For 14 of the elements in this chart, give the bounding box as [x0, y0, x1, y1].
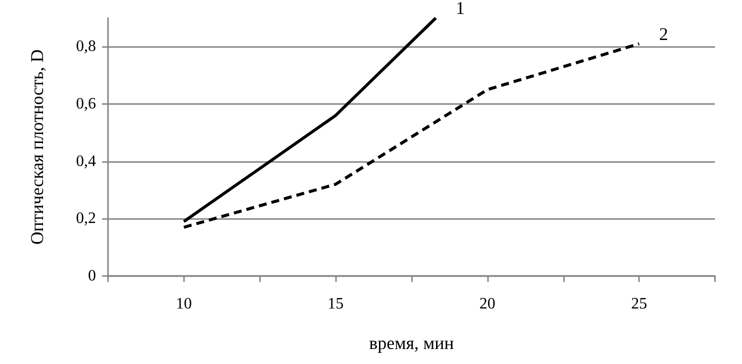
x-tick-label: 15	[328, 296, 344, 312]
y-tick-label: 0,2	[76, 210, 96, 228]
y-tick-label: 0,4	[76, 152, 96, 170]
series-label: 2	[659, 24, 668, 44]
x-tick-label: 25	[631, 296, 648, 312]
x-tick-label: 10	[176, 296, 192, 312]
x-tick-label: 20	[479, 296, 496, 312]
line-series	[182, 42, 641, 229]
x-axis-title: время, мин	[369, 333, 454, 353]
y-axis-title: Оптическая плотность, D	[27, 49, 47, 245]
y-tick-label: 0,6	[76, 96, 96, 112]
y-tick-label: 0	[88, 268, 96, 284]
series-label: 1	[456, 0, 465, 18]
y-tick-label: 0,8	[76, 38, 96, 56]
